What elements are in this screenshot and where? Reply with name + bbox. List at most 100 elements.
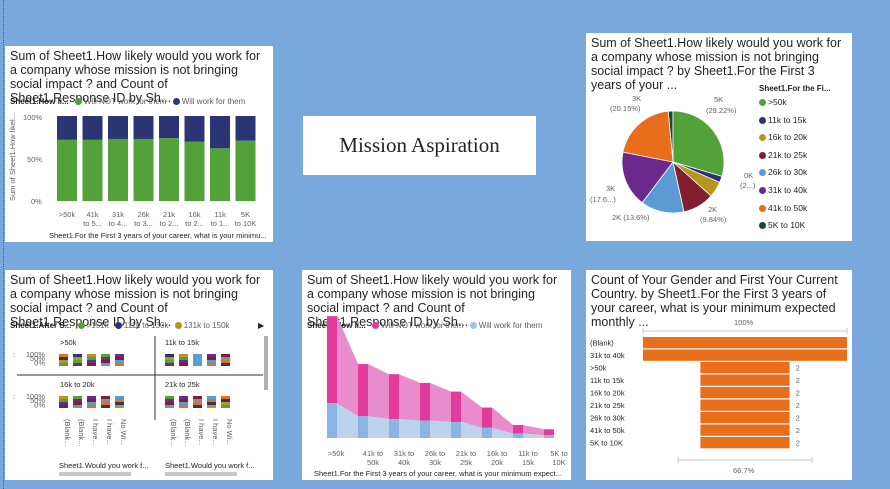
ribbon-band [523, 433, 544, 438]
ribbon-band [337, 403, 358, 438]
ribbon-column [544, 429, 554, 436]
x-tick-label: >50k [328, 449, 345, 458]
ribbon-band [492, 407, 513, 434]
mini-bar-segment [221, 396, 230, 399]
x-tick-label: I have... [197, 419, 206, 446]
data-label: (9.84%) [700, 215, 727, 224]
data-label: (29.22%) [706, 106, 737, 115]
panel-title: 11k to 15k [165, 338, 199, 347]
mini-bar-segment [193, 405, 202, 408]
bar-segment [210, 116, 230, 149]
mini-bar-segment [179, 360, 188, 363]
mini-bar-segment [101, 354, 110, 357]
funnel-bar [643, 349, 847, 361]
legend-item: 16k to 20k [759, 132, 831, 150]
data-label: 5K [714, 95, 723, 104]
ribbon-column [482, 407, 492, 428]
ribbon-column [420, 420, 430, 438]
funnel-category: 11k to 15k [590, 376, 624, 385]
card-title: Sum of Sheet1.How likely would you work … [10, 49, 261, 105]
x-tick-label: 50k [367, 458, 379, 467]
legend-next-arrow-icon[interactable]: ▶ [258, 321, 265, 330]
mini-bar-segment [221, 405, 230, 408]
x-tick-label: 21k [163, 210, 175, 219]
bar-segment [235, 116, 256, 141]
funnel-category: 31k to 40k [590, 351, 625, 360]
legend-item: >50k [759, 97, 831, 115]
funnel-category: 16k to 20k [590, 389, 625, 398]
funnel-value: 2 [796, 376, 800, 385]
mini-bar-segment [59, 363, 68, 366]
mini-bar-segment [115, 396, 124, 399]
x-tick-label: 5K [241, 210, 250, 219]
pie-chart-card[interactable]: Sum of Sheet1.How likely would you work … [586, 33, 852, 241]
mini-bar-segment [221, 360, 230, 363]
mini-bar-segment [73, 405, 82, 408]
legend-item: Will NOT work for them [83, 97, 167, 106]
ribbon-column [544, 435, 554, 438]
data-label: 2K (13.6%) [612, 213, 650, 222]
legend-item: 11k to 15k [759, 115, 831, 133]
ribbon-column [358, 416, 368, 438]
scrollbar-thumb[interactable] [165, 472, 237, 476]
mini-bar-segment [207, 363, 216, 366]
funnel-bar [700, 362, 790, 374]
legend-item: Will NOT work for them [380, 321, 464, 330]
legend-dot-icon [172, 98, 180, 105]
ribbon-chart-card[interactable]: Sum of Sheet1.How likely would you work … [302, 270, 571, 480]
scrollbar-thumb[interactable] [59, 472, 131, 476]
bar-segment [82, 116, 103, 140]
x-tick-label: I have... [211, 419, 220, 446]
funnel-value: 2 [796, 439, 800, 448]
legend-title: Sheet1.After S... [10, 321, 72, 330]
funnel-card[interactable]: Count of Your Gender and First Your Curr… [586, 270, 852, 480]
mini-bar-segment [115, 399, 124, 402]
x-tick-label: 25k [460, 458, 472, 467]
mini-bar-segment [59, 402, 68, 405]
mini-bar-segment [207, 396, 216, 399]
mini-bar-segment [73, 357, 82, 360]
scrollbar-thumb[interactable] [264, 336, 268, 390]
card-title: Sum of Sheet1.How likely would you work … [591, 36, 842, 92]
x-tick-label: No Wi... [225, 419, 234, 446]
chart-legend: Sheet1.How li... Will NOT work for them … [10, 97, 245, 106]
small-multiples-card[interactable]: Sum of Sheet1.How likely would you work … [5, 270, 273, 480]
data-label: 3K [606, 184, 615, 193]
mini-bar-segment [73, 399, 82, 402]
funnel-category: 41k to 50k [590, 426, 625, 435]
x-tick-label: 16k to [487, 449, 507, 458]
mini-bar-segment [101, 396, 110, 399]
x-tick-label: I have... [105, 419, 114, 446]
ribbon-column [420, 382, 430, 421]
legend-label: 21k to 25k [768, 149, 808, 160]
x-tick-label: 16k [188, 210, 200, 219]
x-tick-label: 5K to [550, 449, 568, 458]
mini-bar-segment [179, 402, 188, 405]
ribbon-band [492, 427, 513, 438]
funnel-bar [643, 337, 847, 349]
panel-title: >50k [60, 338, 77, 347]
mini-bar-segment [115, 405, 124, 408]
funnel-value: 2 [796, 414, 800, 423]
legend-dot-icon [759, 151, 766, 159]
stacked-column-card[interactable]: Sum of Sheet1.How likely would you work … [5, 46, 273, 242]
x-tick-label: 11k [214, 210, 226, 219]
mini-bar-segment [101, 399, 110, 402]
mini-bar-segment [59, 360, 68, 363]
bar-segment [57, 139, 77, 201]
funnel-bar [700, 424, 790, 436]
mini-bar-segment [165, 399, 174, 402]
data-label: 3K [632, 94, 641, 103]
mini-bar-segment [87, 363, 96, 366]
legend-item: Will work for them [478, 321, 543, 330]
x-tick-label: I have... [91, 419, 100, 446]
legend-dot-icon [759, 99, 766, 106]
legend-item: 131k to 150k [183, 321, 230, 330]
data-label: (2...) [740, 181, 756, 190]
x-tick-label: 41k to [363, 449, 383, 458]
legend-dot-icon [174, 322, 182, 329]
mini-bar-segment [221, 354, 230, 357]
mini-bar-segment [87, 399, 96, 402]
x-tick-label: to 4... [109, 219, 128, 228]
legend-item: 31k to 40k [759, 185, 831, 203]
